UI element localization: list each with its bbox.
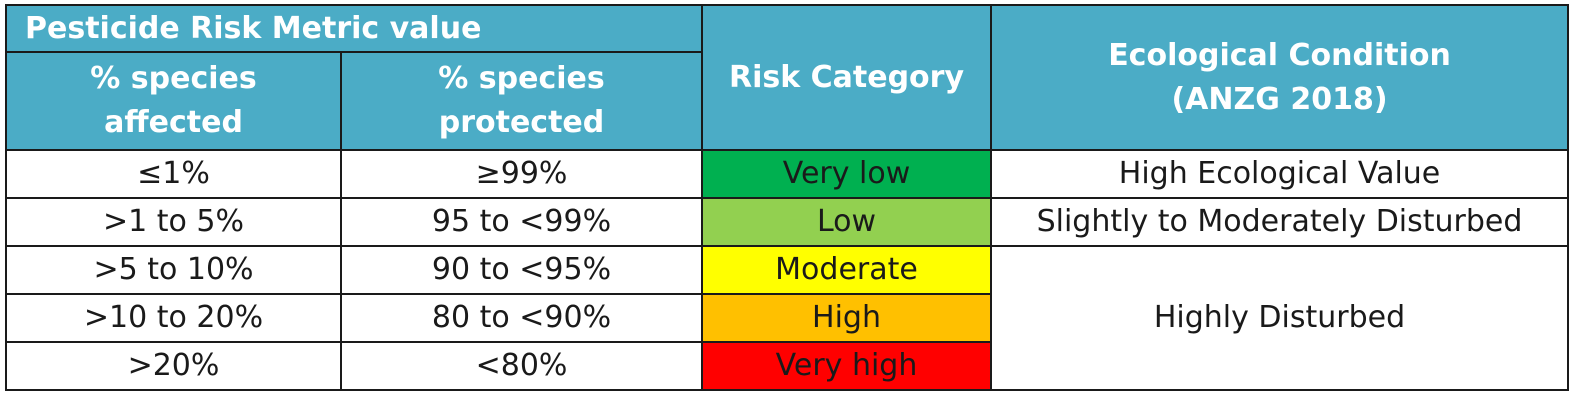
header-row-1: Pesticide Risk Metric value Risk Categor…: [4, 4, 1570, 151]
cell-risk-category: Moderate: [701, 245, 993, 295]
cell-protected: ≥99%: [339, 149, 704, 199]
table-row: >20% <80% Very high: [5, 341, 1568, 391]
header-row-2: % species affected % species protected: [5, 51, 1568, 151]
cell-affected: >20%: [5, 341, 342, 391]
cell-affected: ≤1%: [5, 149, 342, 199]
header-species-affected-label: % species affected: [90, 61, 257, 140]
cell-protected: 95 to <99%: [339, 197, 704, 247]
header-ecological-condition-label: Ecological Condition (ANZG 2018): [1108, 37, 1451, 117]
cell-risk-category: Very low: [701, 149, 993, 199]
cell-affected: >10 to 20%: [5, 293, 342, 343]
cell-affected: >1 to 5%: [5, 197, 342, 247]
header-pesticide-risk-metric: Pesticide Risk Metric value: [4, 4, 704, 53]
header-species-affected: % species affected: [5, 51, 342, 151]
cell-risk-category: Low: [701, 197, 993, 247]
pesticide-risk-table: Pesticide Risk Metric value Risk Categor…: [4, 4, 1570, 391]
table-row: ≤1% ≥99% Very low High Ecological Value: [5, 149, 1570, 199]
header-species-protected-label: % species protected: [438, 61, 605, 140]
table-row: >1 to 5% 95 to <99% Low Slightly to Mode…: [5, 197, 1570, 247]
cell-ecological-condition: Slightly to Moderately Disturbed: [990, 197, 1570, 247]
risk-table-container: Pesticide Risk Metric value Risk Categor…: [4, 4, 1570, 391]
cell-ecological-condition: High Ecological Value: [990, 149, 1570, 199]
cell-protected: 90 to <95%: [339, 245, 704, 295]
cell-protected: <80%: [339, 341, 704, 391]
cell-ecological-condition: Highly Disturbed: [990, 245, 1570, 391]
cell-risk-category: Very high: [701, 341, 993, 391]
header-risk-category: Risk Category: [701, 4, 993, 151]
cell-risk-category: High: [701, 293, 993, 343]
table-row: >5 to 10% 90 to <95% Moderate Highly Dis…: [5, 245, 1570, 391]
cell-affected: >5 to 10%: [5, 245, 342, 295]
header-species-protected: % species protected: [339, 51, 704, 151]
table-row: >10 to 20% 80 to <90% High: [5, 293, 1568, 343]
header-ecological-condition: Ecological Condition (ANZG 2018): [990, 4, 1570, 151]
cell-protected: 80 to <90%: [339, 293, 704, 343]
